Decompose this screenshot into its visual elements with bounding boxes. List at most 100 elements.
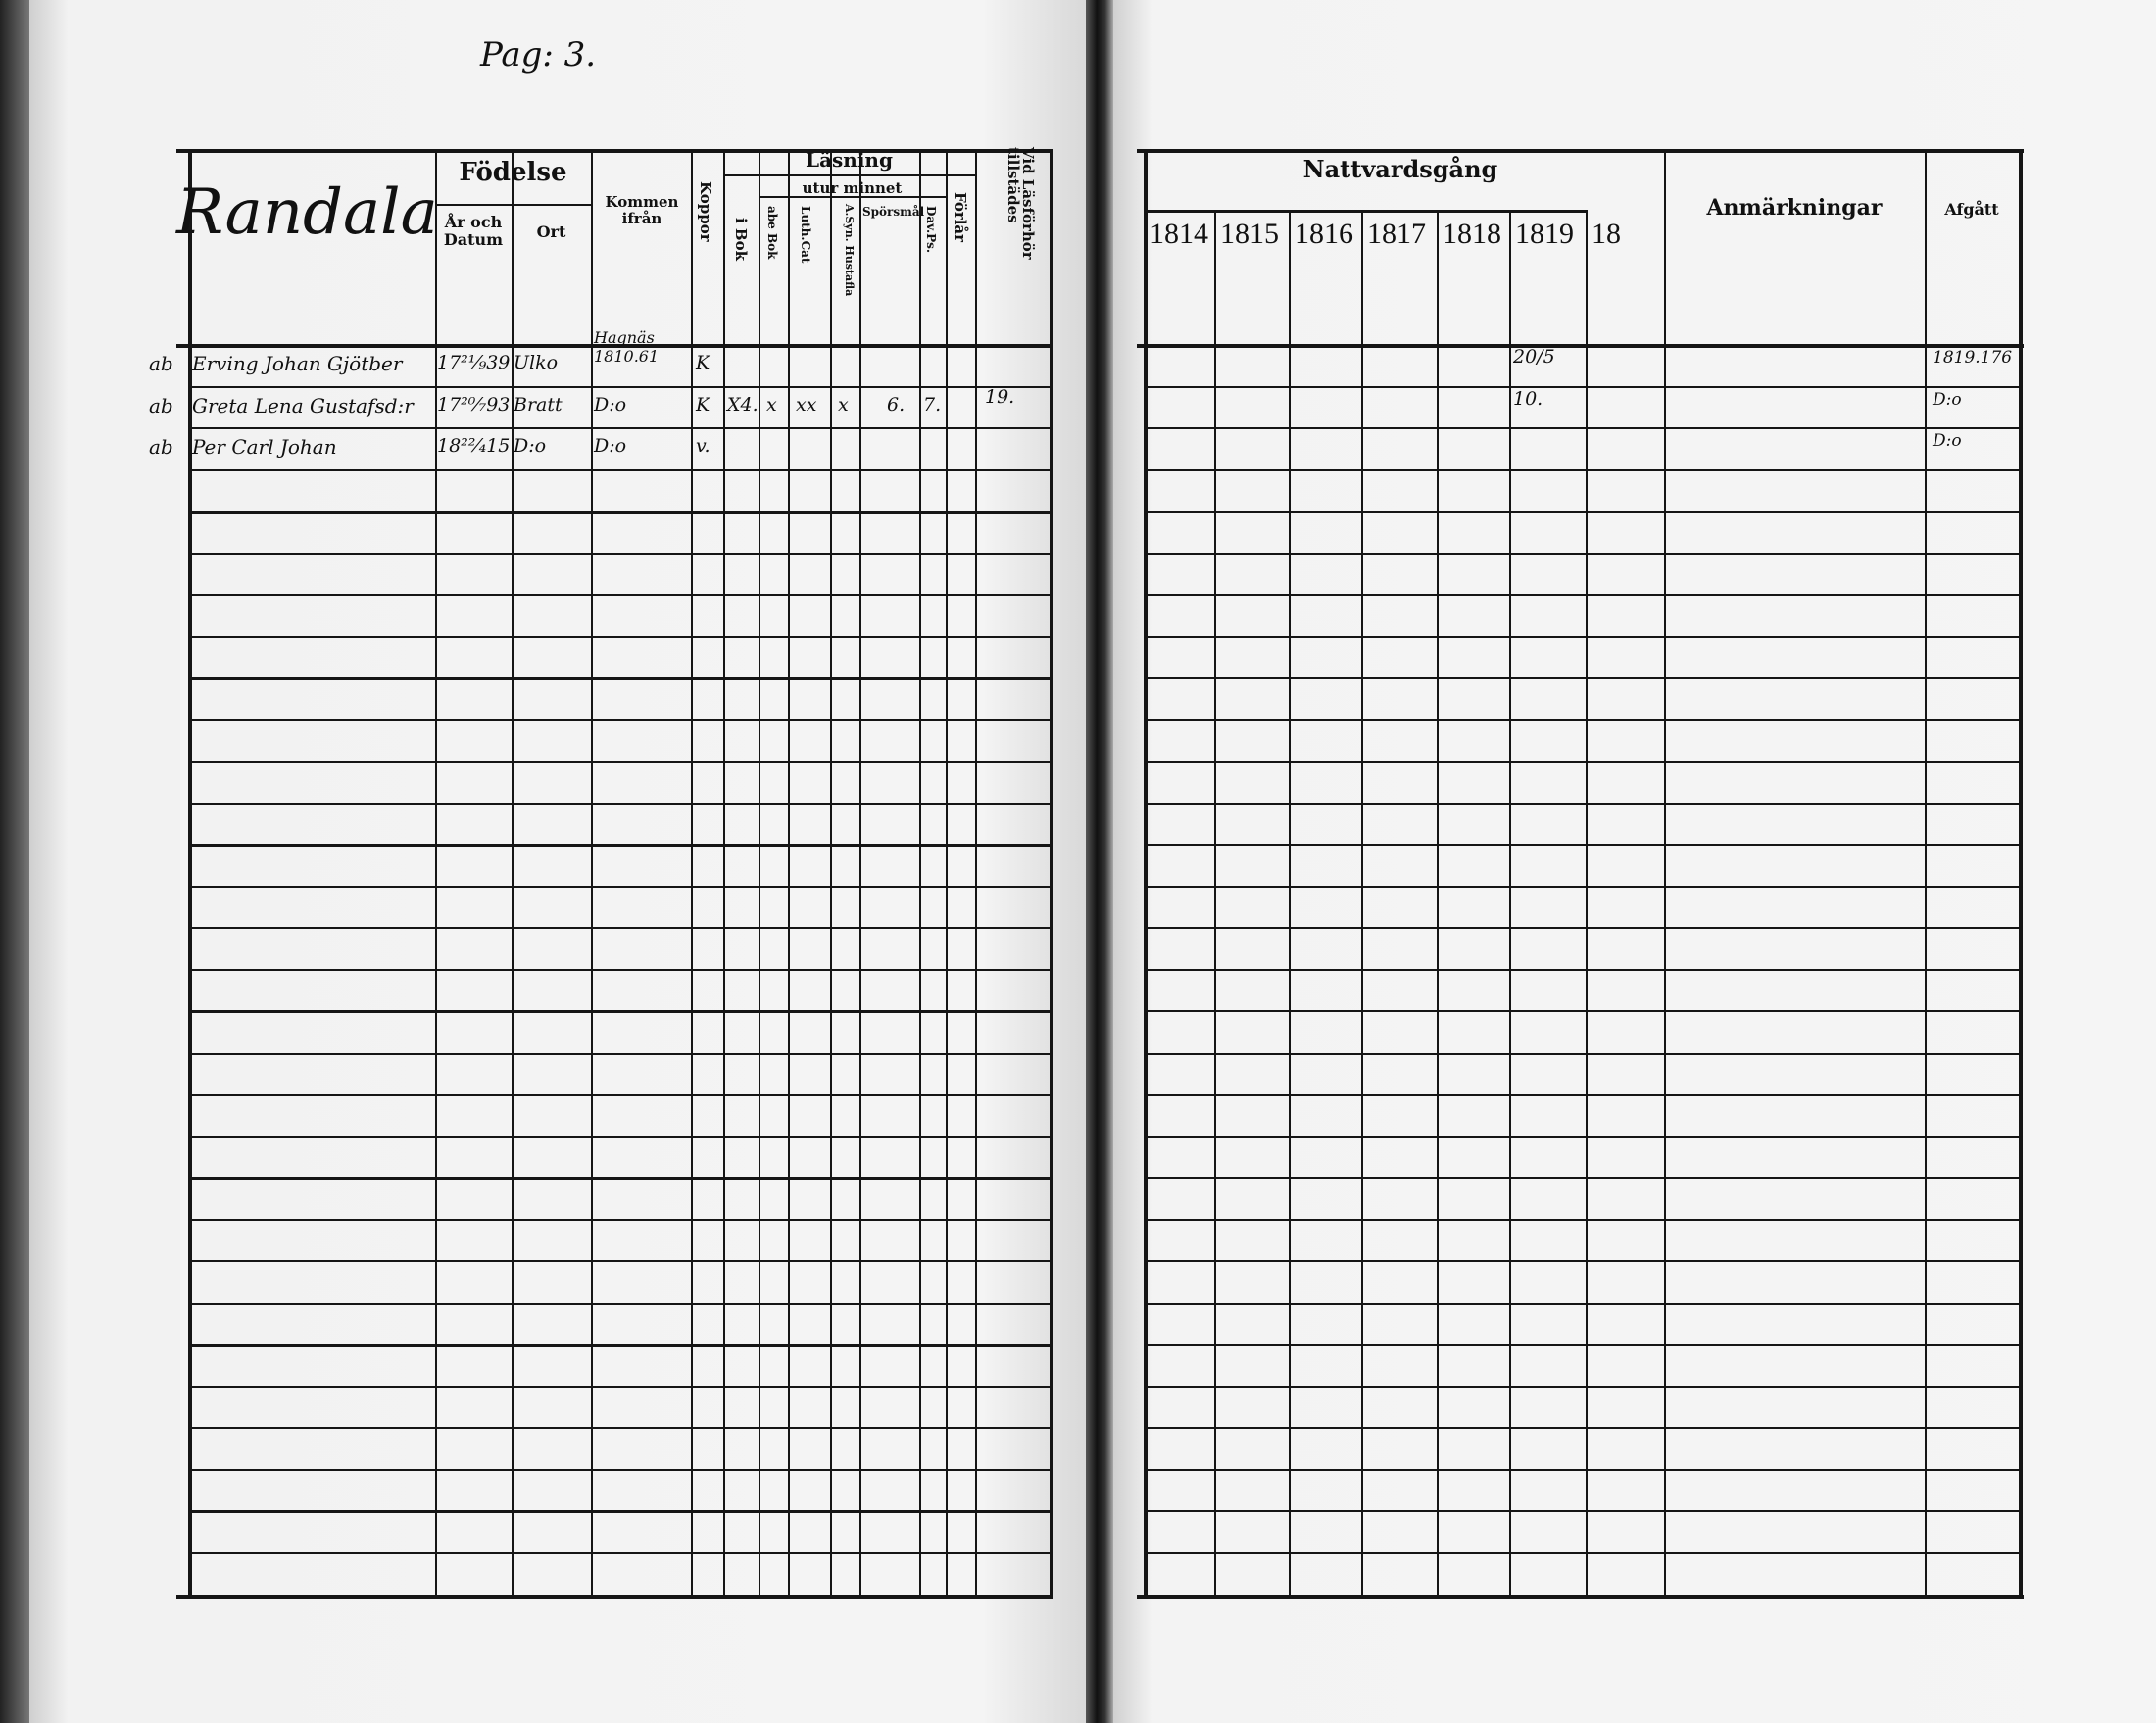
column-rule [919,149,921,1595]
village-name: Randala [176,176,438,249]
row-rule [188,1218,1050,1221]
row-rule [1144,1468,2019,1471]
row-rule [1144,635,2019,638]
row-rule [1144,1385,2019,1388]
communion-1819: 20/5 [1513,346,1555,368]
came-from: D:o [594,393,627,416]
row-rule [1144,1094,2019,1096]
header-ort: Ort [536,222,566,241]
page-number: Pag: 3. [480,35,597,74]
row-rule [188,385,1050,388]
row-rule [1144,1052,2019,1055]
column-rule [2019,149,2023,1595]
column-rule [1050,149,1054,1595]
communion-1819: 10. [1513,387,1544,410]
header-anmarkningar: Anmärkningar [1706,195,1883,221]
column-rule [1509,210,1511,1595]
header-koppor: Koppor [697,181,714,242]
header-afgatt: Afgått [1944,200,1999,219]
person-name: Erving Johan Gjötber [192,352,403,375]
departed: 1819.176 [1933,348,2013,368]
examination-attendance: 19. [985,385,1015,408]
row-rule [1137,149,2024,153]
header-year: 1816 [1295,218,1353,250]
row-rule [176,149,1054,153]
row-rule [188,511,1050,514]
column-rule [759,149,760,1595]
smallpox: v. [696,435,710,457]
column-rule [723,149,725,1595]
header-luth-cat: Luth.Cat [799,206,812,264]
header-kommen-ifran: Kommen ifrån [605,193,679,227]
row-rule [188,1010,1050,1013]
row-rule [188,718,1050,721]
row-rule [188,802,1050,805]
row-rule [188,552,1050,555]
row-rule [1144,1510,2019,1512]
column-rule [1361,210,1363,1595]
row-rule [188,1260,1050,1262]
row-rule [176,344,1054,348]
column-rule [512,149,514,1595]
column-rule [691,149,693,1595]
row-rule [1144,1218,2019,1221]
psalms: 7. [923,393,942,416]
left-page [29,0,1088,1723]
header-a-syn-hustafla: A.Syn. Hustafla [843,204,856,297]
person-name: Greta Lena Gustafsd:r [192,393,414,418]
column-rule [788,149,790,1595]
row-rule [188,635,1050,638]
header-fodelse: Födelse [459,158,567,187]
smallpox: K [696,352,710,373]
row-rule [1144,927,2019,929]
row-rule [1144,802,2019,805]
header-year: 1815 [1220,218,1279,250]
birth-date: 18²²⁄₄15 [437,435,511,457]
row-rule [188,761,1050,763]
row-rule [188,677,1050,680]
row-prefix: ab [149,352,173,375]
row-rule [1144,1427,2019,1429]
row-rule [759,196,946,198]
row-rule [1144,885,2019,888]
row-rule [188,1177,1050,1180]
row-rule [188,1094,1050,1096]
column-rule [435,149,437,1595]
departed: D:o [1933,389,1962,410]
row-rule [188,427,1050,429]
abc-book: x [766,393,777,416]
row-rule [1144,1302,2019,1305]
catechism: xx [796,393,817,416]
header-year: 18 [1592,218,1621,250]
column-rule [1664,149,1666,1595]
column-rule [1925,149,1927,1595]
column-rule [830,149,832,1595]
reading-book: X4. [727,393,759,416]
row-rule [1144,1551,2019,1554]
column-rule [859,149,861,1595]
departed: D:o [1933,431,1962,451]
row-rule [1144,1177,2019,1179]
smallpox: K [696,393,710,416]
row-rule [1144,844,2019,846]
book-edge [0,0,29,1723]
header-year: 1817 [1367,218,1426,250]
person-name: Per Carl Johan [192,435,337,459]
row-rule [188,1052,1050,1055]
header-nattvardsgang: Nattvardsgång [1302,155,1498,183]
row-rule [1144,210,1586,213]
header-year: 1814 [1150,218,1208,250]
header-sporsmal: Spörsmål [862,205,925,219]
row-rule [1144,552,2019,555]
row-rule [188,468,1050,471]
row-rule [1137,1595,2024,1599]
book-spine [1086,0,1113,1723]
row-rule [188,1385,1050,1388]
header-forlar: Förlår [952,192,969,243]
row-rule [435,204,591,206]
header-ar-och-datum: År och Datum [443,213,504,249]
row-rule [1144,1135,2019,1138]
row-rule [188,1135,1050,1138]
birth-date: 17²⁰⁄₇93 [437,393,511,416]
came-from: D:o [594,435,627,457]
